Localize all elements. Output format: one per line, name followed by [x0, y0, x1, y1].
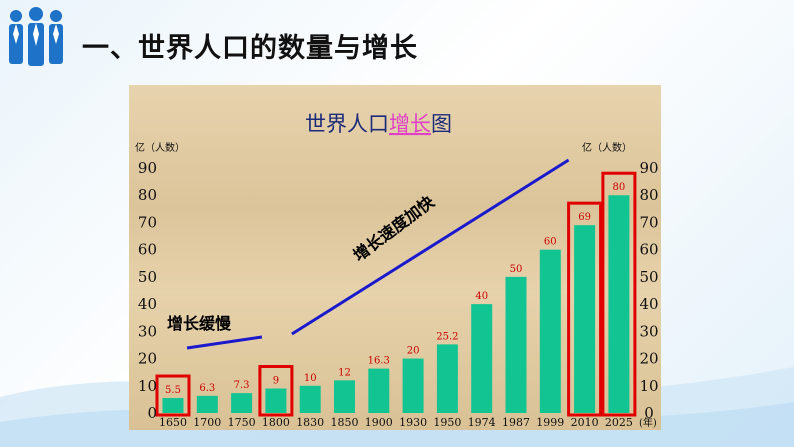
y-tick-right: 40 [639, 295, 658, 313]
value-label-1950: 25.2 [436, 331, 458, 342]
bar-1950 [436, 344, 458, 413]
world-population-chart: 世界人口增长图 亿（人数） 亿（人数） 5.5 6.3 7.3 9 10 12 16.3 20… [135, 112, 659, 429]
bar-1999 [539, 249, 561, 413]
fast-trend-line [291, 158, 570, 336]
y-tick-right: 0 [644, 404, 654, 422]
y-axis-label-left: 亿（人数） [135, 141, 185, 154]
bar-1800 [265, 388, 287, 413]
annotation-slow: 增长缓慢 [167, 314, 232, 333]
y-tick-left: 10 [138, 377, 157, 395]
value-label-1850: 12 [338, 367, 351, 378]
x-tick-1700: 1700 [193, 416, 221, 429]
x-tick-1750: 1750 [228, 416, 256, 429]
value-label-1700: 6.3 [199, 383, 215, 394]
y-tick-left: 90 [138, 159, 157, 177]
x-tick-1950: 1950 [433, 416, 461, 429]
x-tick-1987: 1987 [502, 416, 530, 429]
chart-title-plain: 世界人口 [305, 112, 389, 136]
bar-1850 [334, 380, 355, 413]
bar-1750 [231, 393, 253, 413]
y-tick-right: 90 [639, 159, 658, 177]
highlight-box-1650 [155, 374, 191, 417]
y-tick-left: 30 [138, 322, 157, 340]
bar-1987 [505, 276, 527, 413]
y-tick-right: 80 [639, 186, 658, 204]
value-label-1900: 16.3 [368, 356, 390, 367]
bar-1700 [196, 395, 218, 413]
value-label-2010: 69 [578, 212, 591, 223]
chart-title-suffix: 图 [431, 112, 452, 136]
x-tick-1930: 1930 [399, 416, 427, 429]
y-tick-right: 50 [639, 268, 658, 286]
value-label-1650: 5.5 [165, 385, 181, 396]
bar-1830 [299, 385, 321, 413]
value-label-2025: 80 [613, 182, 626, 193]
y-tick-left: 80 [138, 186, 157, 204]
y-tick-left: 50 [138, 268, 157, 286]
bar-1900 [368, 368, 390, 413]
y-tick-left: 20 [138, 350, 157, 368]
x-tick-2010: 2010 [571, 416, 599, 429]
y-axis-label-right: 亿（人数） [582, 141, 632, 154]
x-tick-1999: 1999 [536, 416, 564, 429]
value-label-1830: 10 [304, 373, 317, 384]
value-label-1750: 7.3 [234, 380, 250, 391]
slide-title: 一、世界人口的数量与增长 [82, 33, 418, 64]
y-tick-right: 20 [639, 350, 658, 368]
y-tick-left: 0 [147, 404, 157, 422]
x-tick-1650: 1650 [159, 416, 187, 429]
bar-1974 [471, 304, 493, 413]
chart-panel: 世界人口增长图 亿（人数） 亿（人数） 5.5 6.3 7.3 9 10 12 16.3 20… [129, 85, 661, 430]
y-tick-right: 60 [639, 241, 658, 259]
bar-2010 [574, 225, 596, 413]
value-label-1930: 20 [407, 346, 420, 357]
x-tick-1850: 1850 [331, 416, 359, 429]
chart-title-highlight: 增长 [389, 112, 431, 136]
bar-2025 [608, 195, 630, 413]
y-tick-left: 60 [138, 241, 157, 259]
y-tick-right: 70 [639, 213, 658, 231]
bar-1650 [162, 398, 184, 413]
slow-trend-line [186, 335, 263, 350]
x-tick-1974: 1974 [468, 416, 496, 429]
highlight-box-2025 [601, 171, 637, 417]
highlight-box-1800 [258, 365, 294, 417]
value-label-1987: 50 [510, 264, 523, 275]
chart-title: 世界人口增长图 [305, 112, 452, 136]
bar-1930 [402, 358, 424, 413]
x-tick-1800: 1800 [262, 416, 290, 429]
value-label-1974: 40 [475, 291, 488, 302]
y-tick-right: 10 [639, 377, 658, 395]
y-tick-right: 30 [639, 322, 658, 340]
people-group-icon [9, 7, 63, 66]
value-label-1800: 9 [273, 376, 279, 387]
value-label-1999: 60 [544, 237, 557, 248]
y-tick-left: 70 [138, 213, 157, 231]
x-tick-1830: 1830 [296, 416, 324, 429]
highlight-box-2010 [567, 201, 603, 417]
annotation-fast: 增长速度加快 [350, 192, 439, 266]
x-tick-2025: 2025 [605, 416, 633, 429]
y-tick-left: 40 [138, 295, 157, 313]
x-tick-1900: 1900 [365, 416, 393, 429]
x-axis-unit: (年) [639, 416, 657, 429]
